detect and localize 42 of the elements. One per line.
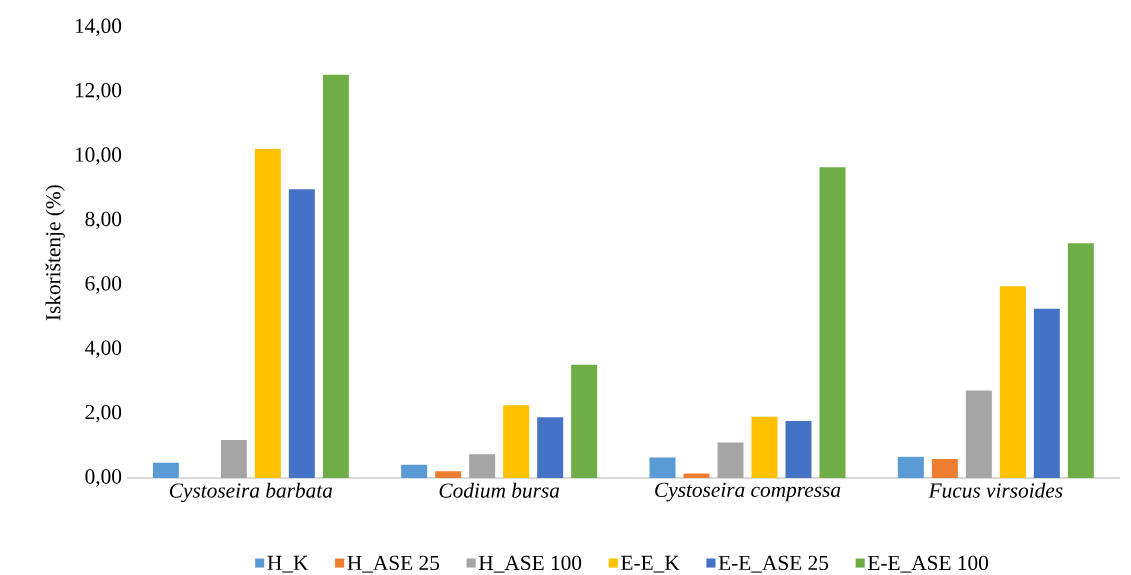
y-tick-label: 12,00 (75, 82, 122, 101)
bar (1067, 243, 1094, 478)
legend-label: E-E_K (621, 555, 680, 573)
bar (717, 442, 744, 478)
legend-label: E-E_ASE 100 (867, 555, 989, 573)
bar (288, 189, 315, 478)
bar (220, 440, 247, 478)
x-tick-label: Codium bursa (439, 482, 560, 498)
bar (751, 416, 778, 478)
y-tick-label: 10,00 (75, 147, 122, 165)
x-tick-label: Cystoseira compressa (655, 482, 841, 502)
legend-label: H_ASE 25 (347, 555, 440, 573)
bar (1033, 308, 1060, 478)
bar (897, 456, 924, 478)
bar (649, 457, 676, 478)
y-tick-label: 0,00 (85, 469, 122, 487)
bar (322, 74, 349, 478)
bar (965, 390, 992, 478)
bar (152, 462, 179, 478)
bar (401, 464, 428, 478)
bar (503, 405, 530, 478)
y-tick-label: 8,00 (85, 211, 122, 230)
bar (469, 454, 496, 478)
x-tick-label: Cystoseira barbata (169, 482, 333, 503)
bar (254, 148, 281, 478)
legend-label: H_K (267, 555, 309, 573)
legend-label: E-E_ASE 25 (718, 555, 829, 573)
legend-label: H_ASE 100 (478, 555, 582, 573)
y-tick-label: 2,00 (85, 404, 122, 423)
y-tick-label: 14,00 (75, 18, 122, 37)
bar (571, 364, 598, 478)
bar (785, 421, 812, 478)
y-tick-label: 6,00 (85, 276, 122, 294)
y-axis-title: Iskorištenje (%) (45, 185, 65, 321)
bar (683, 473, 710, 478)
bar (819, 167, 846, 478)
y-tick-label: 4,00 (85, 340, 122, 358)
bar (435, 471, 462, 478)
bar (537, 417, 564, 478)
x-tick-label: Fucus virsoides (928, 482, 1063, 498)
bar (999, 286, 1026, 478)
bar (931, 459, 958, 478)
